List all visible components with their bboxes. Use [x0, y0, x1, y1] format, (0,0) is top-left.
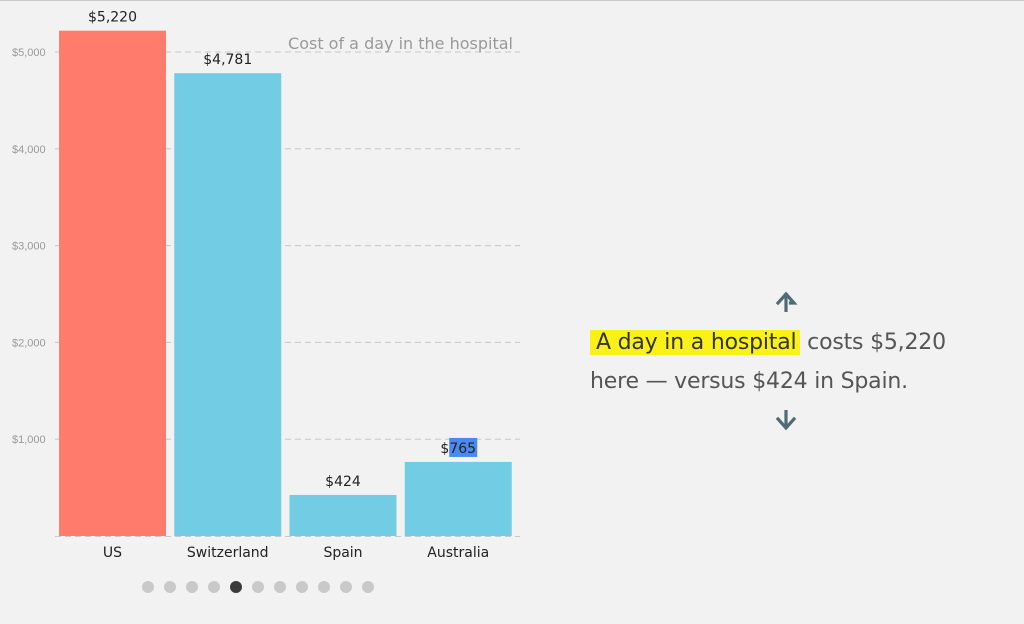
story-panel: A day in a hospital costs $5,220 here — v…: [590, 291, 990, 431]
story-text: A day in a hospital costs $5,220 here — v…: [590, 323, 990, 401]
bar-switzerland: [174, 73, 282, 536]
category-label: Spain: [323, 545, 362, 561]
pager-dot[interactable]: [296, 581, 308, 593]
story-rest: costs $5,220: [800, 330, 946, 355]
y-tick-label: $2,000: [12, 337, 46, 349]
slide-pager: [142, 581, 374, 593]
bar-value-label: $424: [325, 474, 361, 490]
y-tick-label: $1,000: [12, 434, 46, 446]
category-label: Australia: [427, 545, 489, 561]
bar-value-label: $765: [440, 441, 476, 457]
bar-spain: [289, 494, 397, 536]
bar-chart: $1,000 $2,000 $3,000 $4,000 $5,000 Cost of a …: [12, 10, 520, 561]
bar-australia: [404, 461, 512, 536]
pager-dot[interactable]: [208, 581, 220, 593]
pager-dot[interactable]: [186, 581, 198, 593]
story-highlight: A day in a hospital: [590, 330, 801, 355]
category-label: US: [103, 545, 122, 561]
y-tick-label: $5,000: [12, 47, 46, 59]
chart-title: Cost of a day in the hospital: [288, 34, 513, 53]
pager-dot[interactable]: [318, 581, 330, 593]
bar-value-label: $4,781: [203, 52, 252, 68]
bar-value-label: $5,220: [88, 10, 137, 26]
bar-us: [59, 30, 166, 536]
pager-dot[interactable]: [230, 581, 242, 593]
pager-dot[interactable]: [252, 581, 264, 593]
y-tick-label: $3,000: [12, 241, 46, 253]
pager-dot[interactable]: [340, 581, 352, 593]
arrow-down-icon[interactable]: [774, 407, 798, 431]
pager-dot[interactable]: [142, 581, 154, 593]
pager-dot[interactable]: [274, 581, 286, 593]
story-line2: here — versus $424 in Spain.: [590, 369, 908, 394]
arrow-up-icon[interactable]: [774, 291, 798, 315]
pager-dot[interactable]: [362, 581, 374, 593]
text-selection-highlight: [449, 437, 478, 457]
category-label: Switzerland: [187, 545, 269, 561]
y-tick-label: $4,000: [12, 144, 46, 156]
pager-dot[interactable]: [164, 581, 176, 593]
